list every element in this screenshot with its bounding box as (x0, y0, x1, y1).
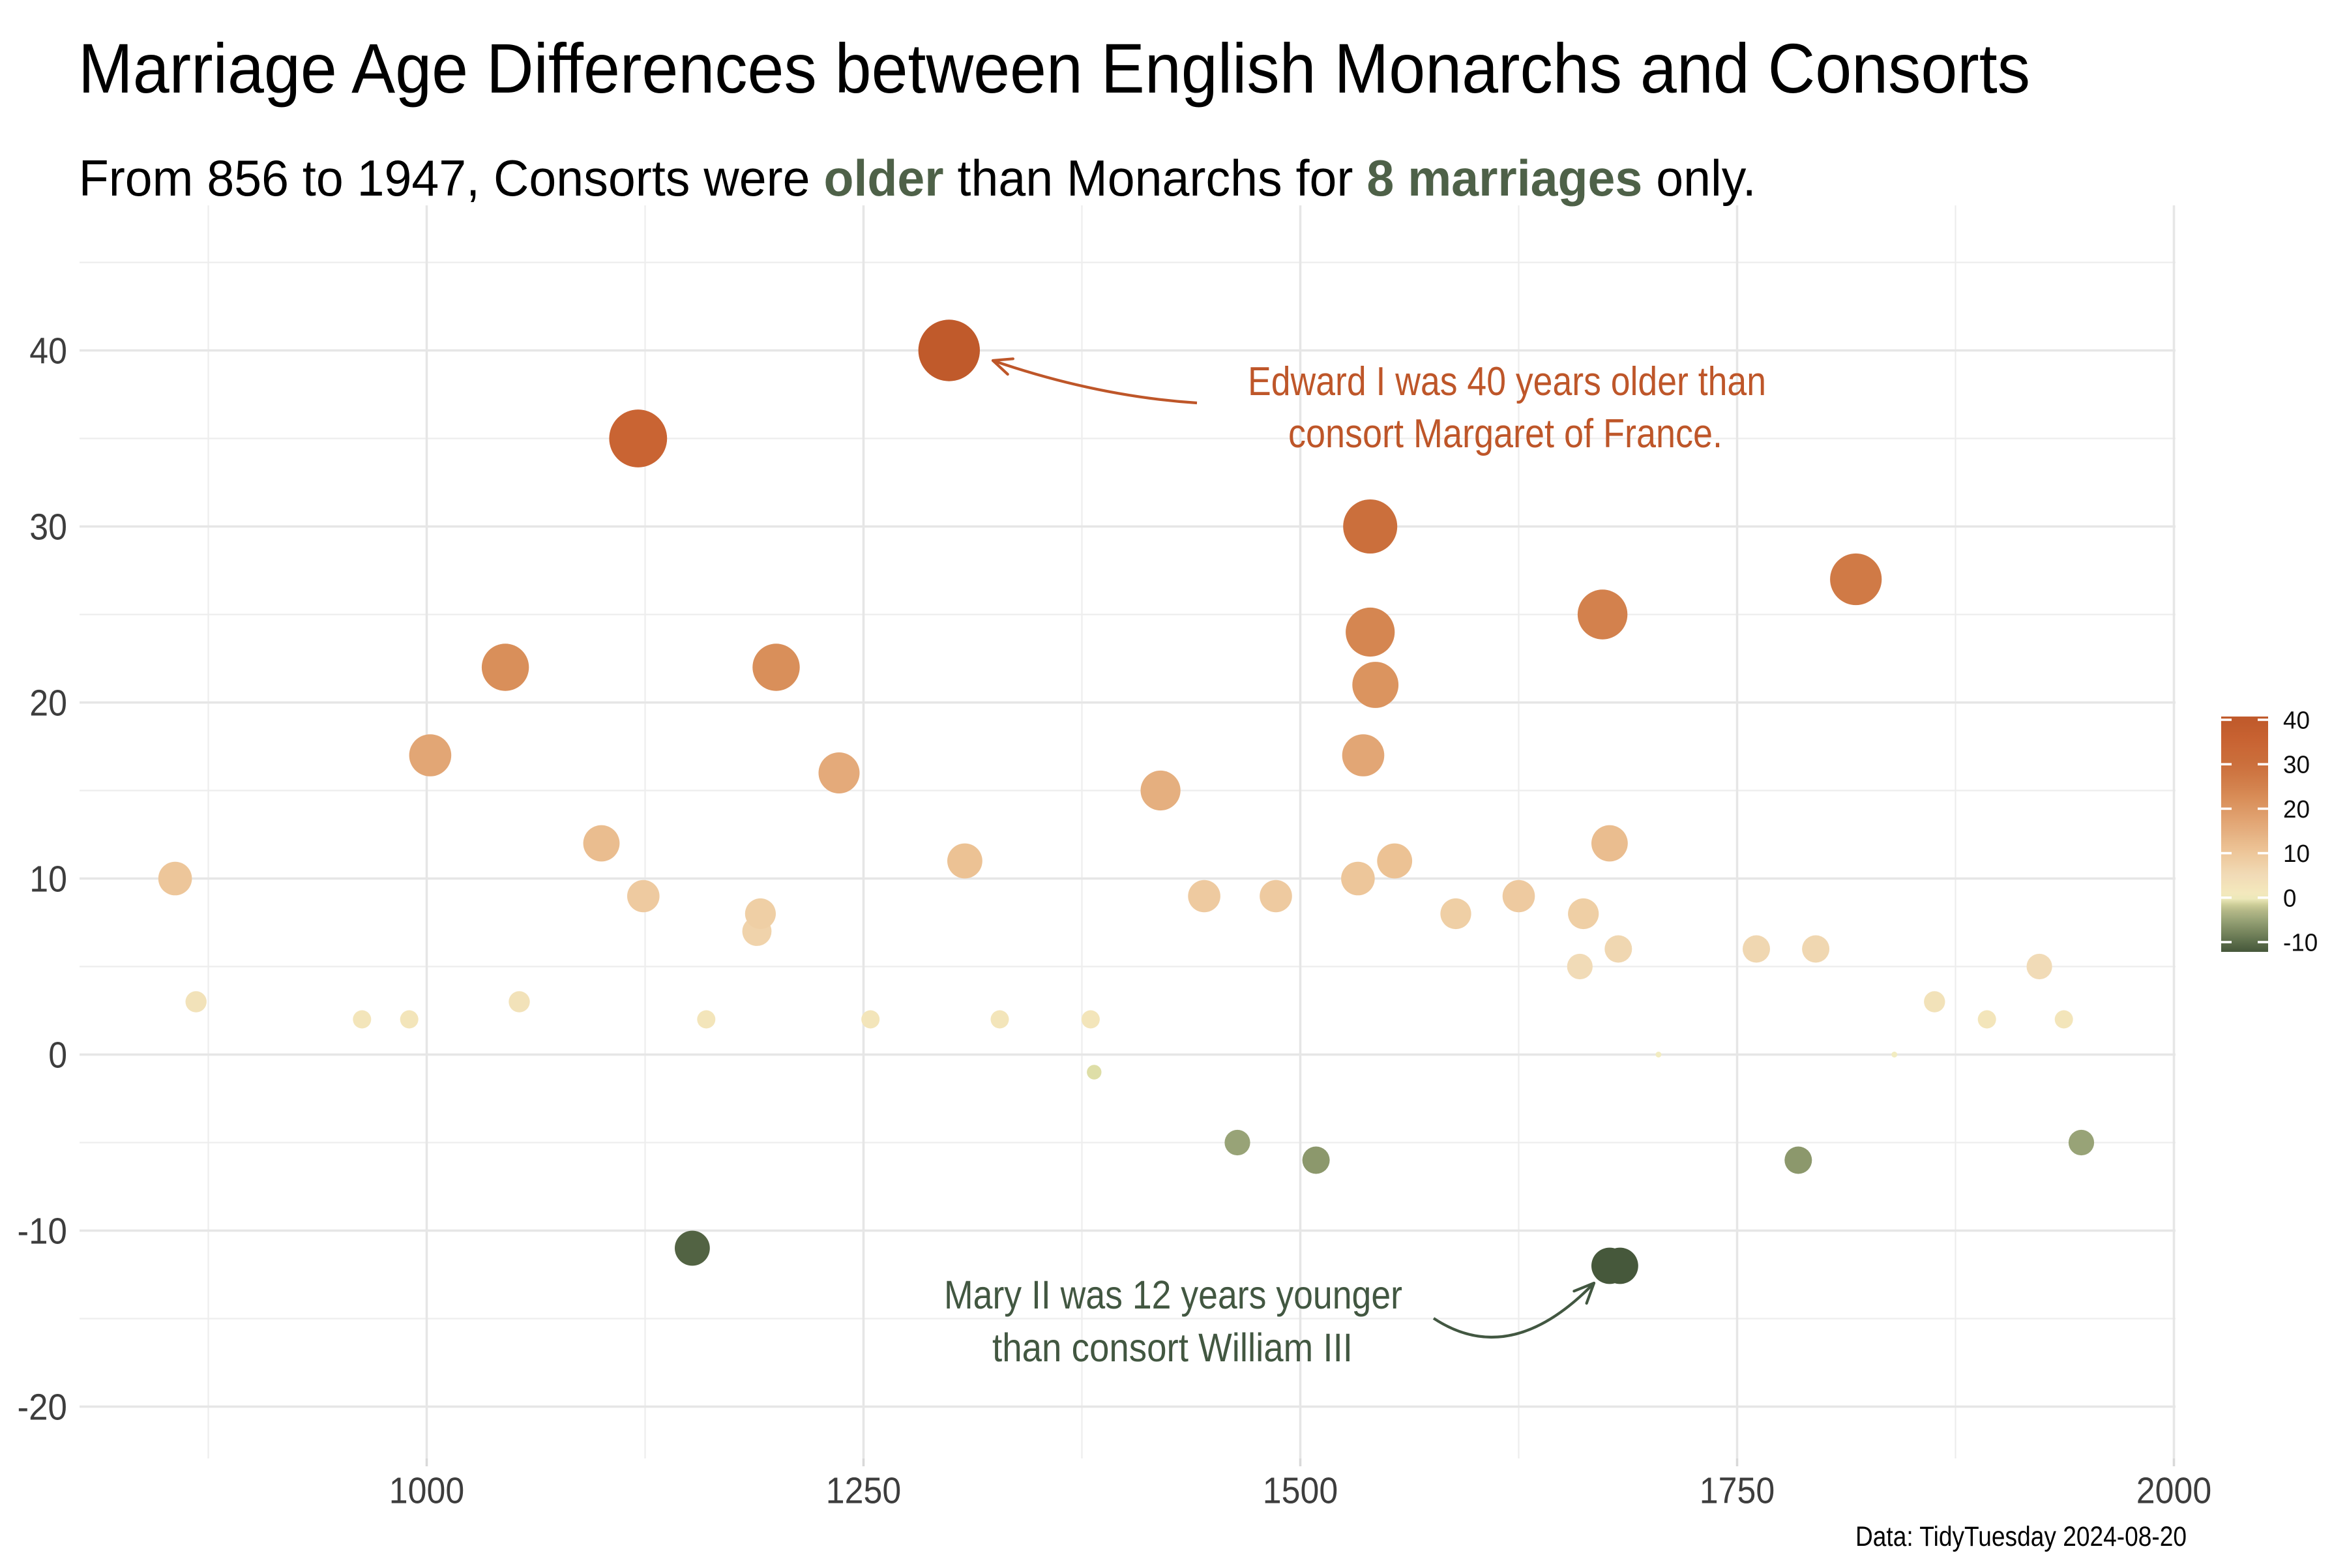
svg-text:30: 30 (29, 507, 67, 548)
svg-text:0: 0 (48, 1035, 67, 1076)
svg-text:-10: -10 (18, 1211, 68, 1252)
svg-text:10: 10 (2283, 840, 2310, 868)
svg-text:only.: only. (1642, 149, 1756, 207)
svg-text:1500: 1500 (1263, 1470, 1338, 1512)
svg-text:Data: TidyTuesday 2024-08-20: Data: TidyTuesday 2024-08-20 (1855, 1521, 2187, 1552)
svg-text:1000: 1000 (389, 1470, 464, 1512)
svg-text:10: 10 (29, 859, 67, 900)
svg-text:20: 20 (2283, 796, 2310, 823)
svg-text:0: 0 (2283, 885, 2296, 912)
svg-text:older: older (824, 149, 944, 207)
svg-text:From 856 to 1947, Consorts wer: From 856 to 1947, Consorts were (79, 149, 824, 207)
svg-text:-20: -20 (18, 1387, 68, 1428)
svg-text:40: 40 (2283, 707, 2310, 735)
svg-text:Edward I was 40 years older th: Edward I was 40 years older than (1248, 359, 1766, 404)
svg-text:2000: 2000 (2136, 1470, 2211, 1512)
svg-text:20: 20 (29, 683, 67, 724)
svg-text:consort Margaret of France.: consort Margaret of France. (1288, 411, 1722, 456)
svg-text:than Monarchs for: than Monarchs for (944, 149, 1367, 207)
svg-text:1250: 1250 (826, 1470, 901, 1512)
svg-text:-10: -10 (2283, 930, 2318, 957)
svg-text:30: 30 (2283, 752, 2310, 779)
svg-text:1750: 1750 (1700, 1470, 1775, 1512)
svg-text:8 marriages: 8 marriages (1366, 149, 1642, 207)
svg-text:than consort William III: than consort William III (992, 1325, 1353, 1370)
svg-text:Marriage Age Differences betwe: Marriage Age Differences between English… (78, 29, 2030, 108)
svg-text:40: 40 (29, 331, 67, 372)
svg-text:Mary II was 12 years younger: Mary II was 12 years younger (944, 1273, 1402, 1317)
